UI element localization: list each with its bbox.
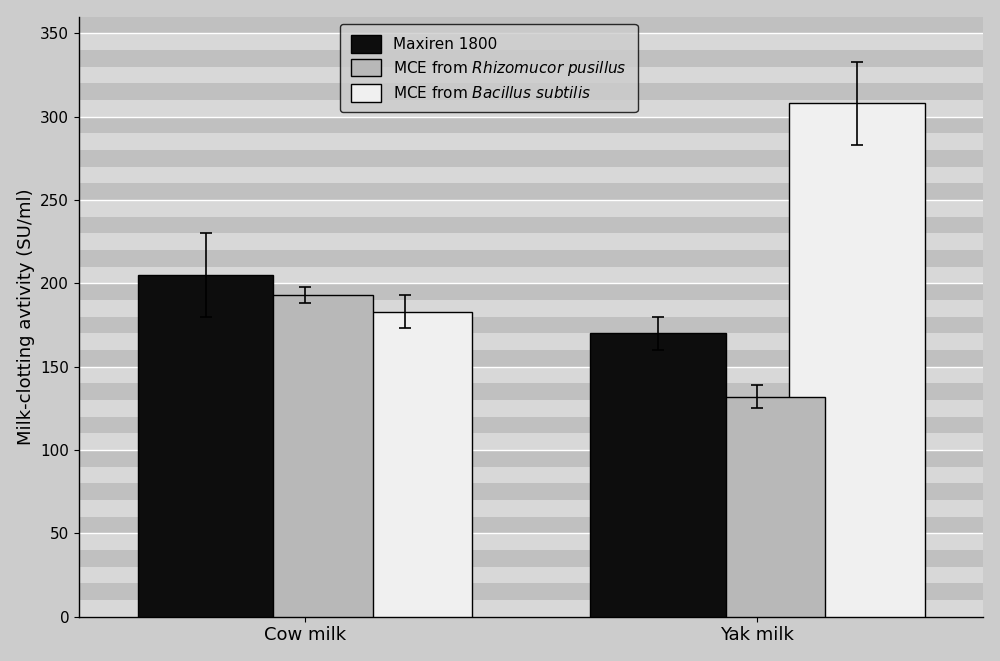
Bar [79, 400, 983, 416]
Bar [79, 217, 983, 233]
Bar [789, 103, 925, 617]
Bar [79, 183, 983, 200]
Bar [79, 317, 983, 333]
Bar [79, 383, 983, 400]
Bar [79, 600, 983, 617]
Bar [79, 434, 983, 450]
Bar [79, 450, 983, 467]
Bar [79, 167, 983, 183]
Bar [79, 150, 983, 167]
Bar [79, 116, 983, 134]
Bar [138, 275, 273, 617]
Bar [689, 397, 825, 617]
Bar [79, 50, 983, 67]
Bar [79, 367, 983, 383]
Bar [79, 67, 983, 83]
Bar [79, 350, 983, 367]
Y-axis label: Milk-clotting avtivity (SU/ml): Milk-clotting avtivity (SU/ml) [17, 188, 35, 445]
Bar [79, 284, 983, 300]
Bar [79, 500, 983, 517]
Bar [79, 33, 983, 50]
Bar [79, 134, 983, 150]
Bar [79, 250, 983, 266]
Bar [79, 17, 983, 33]
Bar [79, 100, 983, 116]
Bar [79, 200, 983, 217]
Bar [337, 311, 472, 617]
Bar [79, 416, 983, 434]
Bar [79, 266, 983, 284]
Bar [79, 550, 983, 566]
Bar [79, 233, 983, 250]
Bar [79, 83, 983, 100]
Bar [79, 583, 983, 600]
Bar [237, 295, 373, 617]
Bar [79, 300, 983, 317]
Bar [79, 517, 983, 533]
Bar [79, 533, 983, 550]
Bar [79, 483, 983, 500]
Legend: Maxiren 1800, MCE from $\it{Rhizomucor\ pusillus}$, MCE from $\it{Bacillus\ subt: Maxiren 1800, MCE from $\it{Rhizomucor\ … [340, 24, 638, 112]
Bar [590, 333, 726, 617]
Bar [79, 566, 983, 583]
Bar [79, 467, 983, 483]
Bar [79, 333, 983, 350]
